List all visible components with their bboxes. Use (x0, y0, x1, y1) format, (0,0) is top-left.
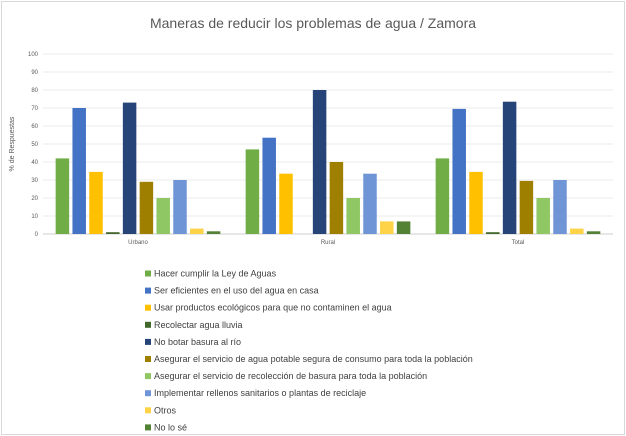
legend-entry: Asegurar el servicio de recolección de b… (154, 371, 427, 381)
bar (553, 180, 567, 234)
y-tick-label: 50 (31, 142, 38, 148)
y-tick-label: 70 (31, 106, 38, 112)
bar (486, 232, 500, 234)
y-tick-label: 0 (35, 232, 39, 238)
bar (245, 149, 260, 234)
legend-entry: Hacer cumplir la Ley de Aguas (154, 269, 277, 279)
gridlines (43, 53, 613, 235)
bar (173, 180, 187, 234)
bar (380, 221, 394, 234)
legend-entry: No botar basura al río (154, 337, 241, 347)
legend-entry: Otros (154, 405, 177, 415)
y-tick-label: 10 (31, 214, 38, 220)
y-tick-label: 20 (31, 196, 38, 202)
bar (106, 232, 120, 234)
bar (346, 198, 360, 234)
legend-swatch (145, 424, 151, 431)
legend-swatch (145, 304, 151, 311)
bar (469, 171, 483, 234)
bar (262, 137, 276, 234)
bar (363, 173, 377, 234)
y-tick-label: 100 (28, 52, 39, 58)
bar (536, 198, 550, 234)
y-tick-label: 80 (31, 88, 38, 94)
legend-swatch (145, 407, 151, 414)
x-tick-label: Total (512, 240, 525, 246)
bar (122, 102, 137, 234)
bar (89, 171, 103, 234)
y-axis-label: % de Respuestas (9, 116, 16, 171)
bar (139, 181, 154, 234)
legend-entry: Recolectar agua lluvia (154, 320, 243, 330)
legend-entry: Asegurar el servicio de agua potable seg… (154, 354, 473, 364)
bar (72, 108, 86, 234)
y-tick-label: 30 (31, 178, 38, 184)
bar (190, 228, 204, 234)
legend-entry: No lo sé (154, 422, 187, 432)
bar (586, 231, 601, 234)
bar (156, 198, 170, 234)
legend-entry: Usar productos ecológicos para que no co… (154, 303, 392, 313)
legend-swatch (145, 338, 151, 345)
y-tick-label: 40 (31, 160, 38, 166)
legend-swatch (145, 321, 151, 328)
bar (502, 101, 517, 234)
y-tick-label: 90 (31, 70, 38, 76)
bars (55, 90, 601, 234)
bar (329, 162, 344, 234)
bar (519, 180, 534, 234)
legend-swatch (145, 356, 151, 362)
legend-swatch (145, 287, 151, 294)
bar (570, 228, 584, 234)
legend-entry: Ser eficientes en el uso del agua en cas… (154, 286, 319, 296)
legend-swatch (145, 373, 151, 380)
bar (312, 90, 327, 234)
chart-title: Maneras de reducir los problemas de agua… (150, 15, 476, 31)
y-tick-labels: 0 10 20 30 40 50 60 70 80 90 100 (28, 52, 39, 238)
x-tick-label: Rural (321, 240, 335, 246)
legend-entry: Implementar rellenos sanitarios o planta… (154, 388, 366, 398)
bar (279, 173, 293, 234)
legend-swatch (145, 390, 151, 397)
x-tick-label: Urbano (128, 240, 148, 246)
bar (435, 158, 450, 234)
y-tick-label: 60 (31, 124, 38, 130)
bar (452, 108, 466, 234)
bar (396, 221, 411, 234)
legend: Hacer cumplir la Ley de Aguas Ser eficien… (145, 269, 473, 432)
x-tick-labels: Urbano Rural Total (128, 240, 524, 246)
legend-swatch (145, 270, 151, 277)
bar (206, 231, 221, 234)
bar (55, 158, 70, 234)
